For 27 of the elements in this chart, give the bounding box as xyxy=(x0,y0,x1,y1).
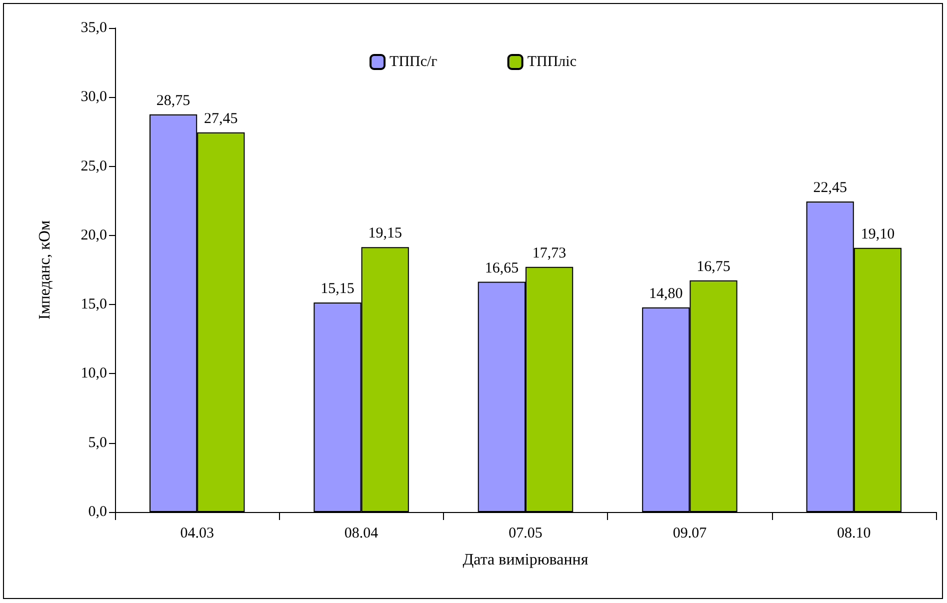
y-tick-label: 20,0 xyxy=(80,227,107,244)
y-tick-label: 35,0 xyxy=(80,20,107,36)
y-tick-label: 5,0 xyxy=(88,434,107,451)
data-label: 22,45 xyxy=(813,180,847,196)
legend-label: ТППс/г xyxy=(390,54,438,70)
data-label: 19,10 xyxy=(860,226,895,242)
data-label: 14,80 xyxy=(649,286,683,302)
x-tick-label: 08.04 xyxy=(344,526,379,542)
y-tick-label: 15,0 xyxy=(80,296,107,313)
x-tick-label: 09.07 xyxy=(672,526,708,542)
y-tick-label: 10,0 xyxy=(80,366,107,382)
legend-label: ТППліс xyxy=(527,54,577,70)
data-label: 19,15 xyxy=(368,226,402,242)
x-tick-label: 07.05 xyxy=(508,526,542,542)
y-axis-title: Імпеданс, кОм xyxy=(36,220,54,320)
x-axis-title: Дата вимірювання xyxy=(462,552,589,568)
data-label: 16,65 xyxy=(484,260,519,276)
x-tick-label: 04.03 xyxy=(180,526,214,542)
data-label: 27,45 xyxy=(204,110,238,127)
y-tick-label: 25,0 xyxy=(80,158,107,174)
y-tick-label: 30,0 xyxy=(80,89,107,106)
x-tick-label: 08.10 xyxy=(837,526,871,542)
y-tick-label: 0,0 xyxy=(88,504,107,520)
data-label: 28,75 xyxy=(156,92,190,109)
data-label: 16,75 xyxy=(696,258,730,275)
data-label: 17,73 xyxy=(532,245,566,262)
data-label: 15,15 xyxy=(320,280,354,297)
